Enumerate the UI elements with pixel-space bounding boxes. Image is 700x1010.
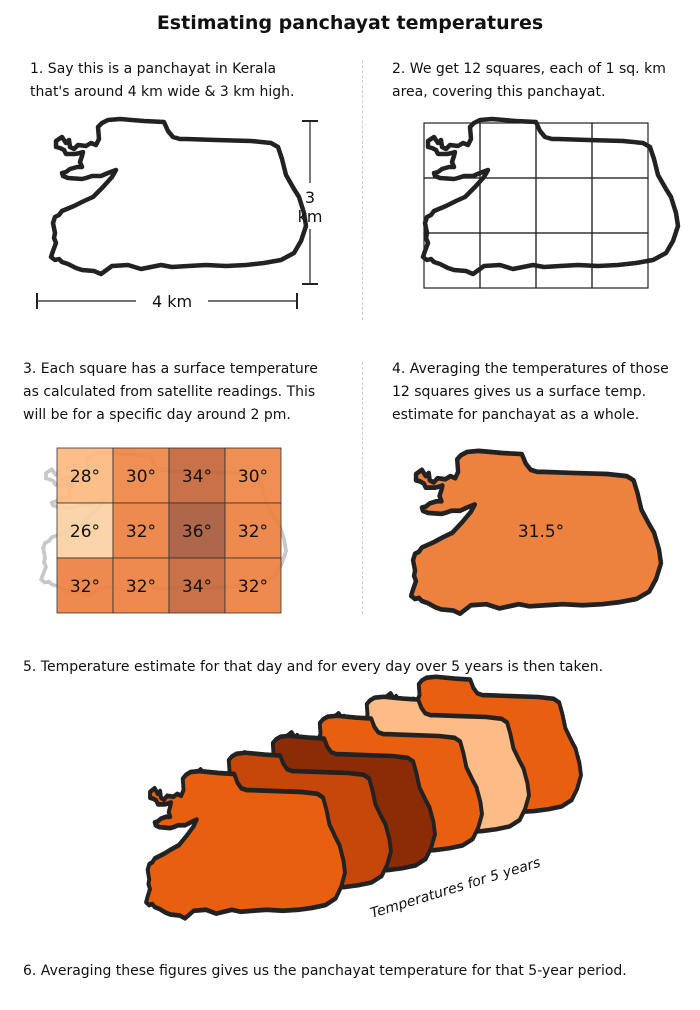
temperature-value: 30° (238, 467, 268, 487)
temperature-value: 32° (126, 522, 156, 542)
temperature-value: 32° (70, 577, 100, 597)
temperature-square (224, 447, 282, 504)
grid-square (535, 232, 593, 289)
temperature-value: 32° (238, 577, 268, 597)
grid-square (591, 232, 649, 289)
step-1-line-1: 1. Say this is a panchayat in Kerala (30, 61, 277, 77)
divider-bottom (362, 362, 363, 614)
step-2-line-2: area, covering this panchayat. (392, 84, 606, 100)
step-6-caption: 6. Averaging these figures gives us the … (23, 963, 627, 979)
average-temperature-label: 31.5° (518, 522, 564, 542)
grid-square (535, 177, 593, 234)
temperature-square (112, 557, 170, 614)
temperature-value: 32° (126, 577, 156, 597)
temperature-square (56, 557, 114, 614)
averaged-panchayat: 31.5° (411, 451, 661, 614)
temperature-value: 34° (182, 467, 212, 487)
height-dimension: 3 km (298, 120, 323, 285)
grid-square (479, 232, 537, 289)
width-label: 4 km (152, 292, 192, 311)
divider-top (362, 60, 363, 320)
step-2-caption: 2. We get 12 squares, each of 1 sq. km a… (392, 58, 666, 104)
temperature-value: 36° (182, 522, 212, 542)
temperature-value: 34° (182, 577, 212, 597)
step-4-caption: 4. Averaging the temperatures of those 1… (392, 358, 669, 427)
stacked-panchayat-shape (146, 771, 345, 918)
step-3-caption: 3. Each square has a surface temperature… (23, 358, 318, 427)
temperature-square (168, 557, 226, 614)
temperature-value: 28° (70, 467, 100, 487)
grid-square (479, 177, 537, 234)
height-label-number: 3 (305, 188, 315, 207)
temperature-square (224, 502, 282, 559)
step-4-line-3: estimate for panchayat as a whole. (392, 407, 640, 423)
step-2-line-1: 2. We get 12 squares, each of 1 sq. km (392, 61, 666, 77)
step-3-line-3: will be for a specific day around 2 pm. (23, 407, 291, 423)
square-grid (423, 122, 649, 289)
step-1-caption: 1. Say this is a panchayat in Kerala tha… (30, 58, 294, 104)
grid-square (591, 177, 649, 234)
width-dimension: 4 km (36, 292, 298, 311)
step-3-line-2: as calculated from satellite readings. T… (23, 384, 316, 400)
temperature-square (56, 447, 114, 504)
page-title: Estimating panchayat temperatures (156, 12, 544, 34)
height-label-unit: km (298, 207, 323, 226)
temperature-value: 30° (126, 467, 156, 487)
step-5-caption: 5. Temperature estimate for that day and… (23, 659, 604, 675)
temperature-value: 26° (70, 522, 100, 542)
step-1-line-2: that's around 4 km wide & 3 km high. (30, 84, 295, 100)
panchayat-outline-2 (423, 119, 678, 274)
temperature-square (224, 557, 282, 614)
temperature-square (112, 502, 170, 559)
temperature-square (168, 502, 226, 559)
temperature-square (56, 502, 114, 559)
step-4-line-2: 12 squares gives us a surface temp. (392, 384, 647, 400)
grid-square (535, 122, 593, 179)
temperature-square (168, 447, 226, 504)
step-4-line-1: 4. Averaging the temperatures of those (392, 361, 669, 377)
panchayat-outline-1 (51, 119, 306, 274)
temperature-value: 32° (238, 522, 268, 542)
temperature-stack (146, 677, 581, 919)
step-3-line-1: 3. Each square has a surface temperature (23, 361, 318, 377)
temperature-grid: 28° 30° 34° 30° 26° 32° 36° 32° 32° 32° 34° 32° (56, 447, 282, 614)
grid-square (591, 122, 649, 179)
